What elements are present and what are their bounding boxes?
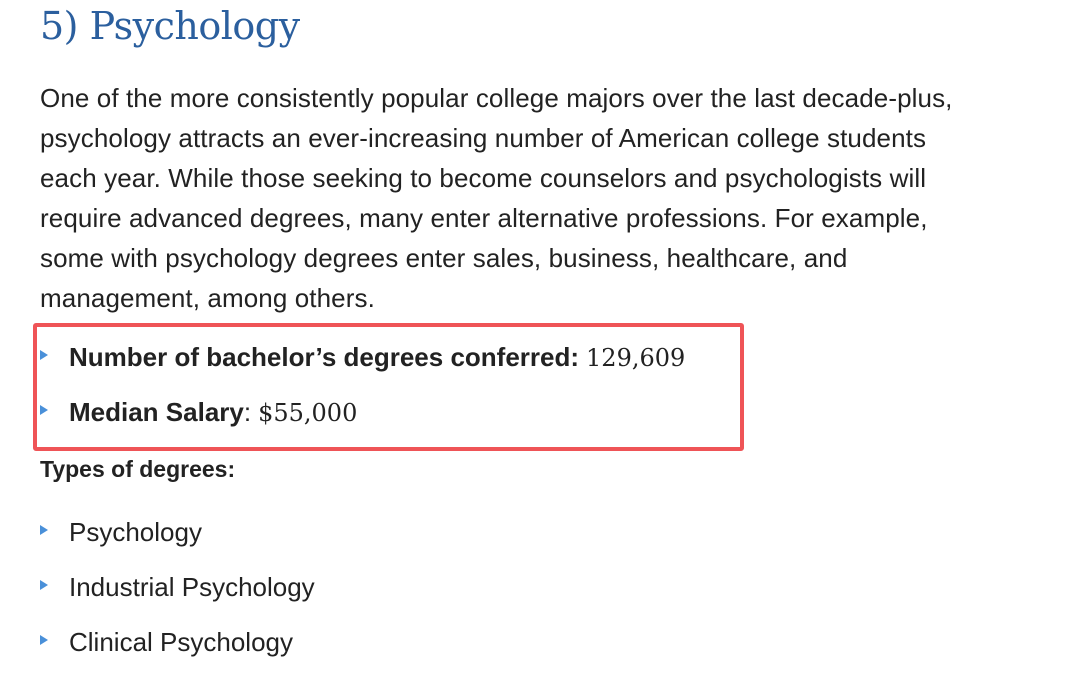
paragraph-line: One of the more consistently popular col… (40, 83, 953, 113)
degree-type-label: Clinical Psychology (69, 627, 293, 657)
stat-degrees-conferred: Number of bachelor’s degrees conferred: … (40, 342, 685, 373)
section-title: 5) Psychology (40, 4, 300, 48)
stat-colon: : (243, 397, 252, 427)
paragraph-line: each year. While those seeking to become… (40, 163, 927, 193)
bullet-arrow-icon (40, 349, 48, 360)
stat-value: $55,000 (258, 398, 358, 427)
description-paragraph: One of the more consistently popular col… (40, 78, 953, 318)
paragraph-line: require advanced degrees, many enter alt… (40, 203, 928, 233)
paragraph-line: psychology attracts an ever-increasing n… (40, 123, 927, 153)
types-heading: Types of degrees: (40, 456, 236, 482)
stat-label: Median Salary (69, 397, 244, 427)
bullet-arrow-icon (40, 634, 48, 645)
stat-label: Number of bachelor’s degrees conferred: (69, 342, 580, 372)
paragraph-line: management, among others. (40, 283, 375, 313)
degree-type-item: Clinical Psychology (40, 627, 293, 658)
degree-type-item: Industrial Psychology (40, 572, 315, 603)
stat-median-salary: Median Salary : $55,000 (40, 397, 357, 428)
highlight-box (33, 323, 744, 451)
bullet-arrow-icon (40, 404, 48, 415)
degree-type-label: Psychology (69, 517, 202, 547)
paragraph-line: some with psychology degrees enter sales… (40, 243, 848, 273)
bullet-arrow-icon (40, 579, 48, 590)
degree-type-label: Industrial Psychology (69, 572, 315, 602)
degree-type-item: Psychology (40, 517, 202, 548)
stat-value: 129,609 (586, 343, 686, 372)
bullet-arrow-icon (40, 524, 48, 535)
